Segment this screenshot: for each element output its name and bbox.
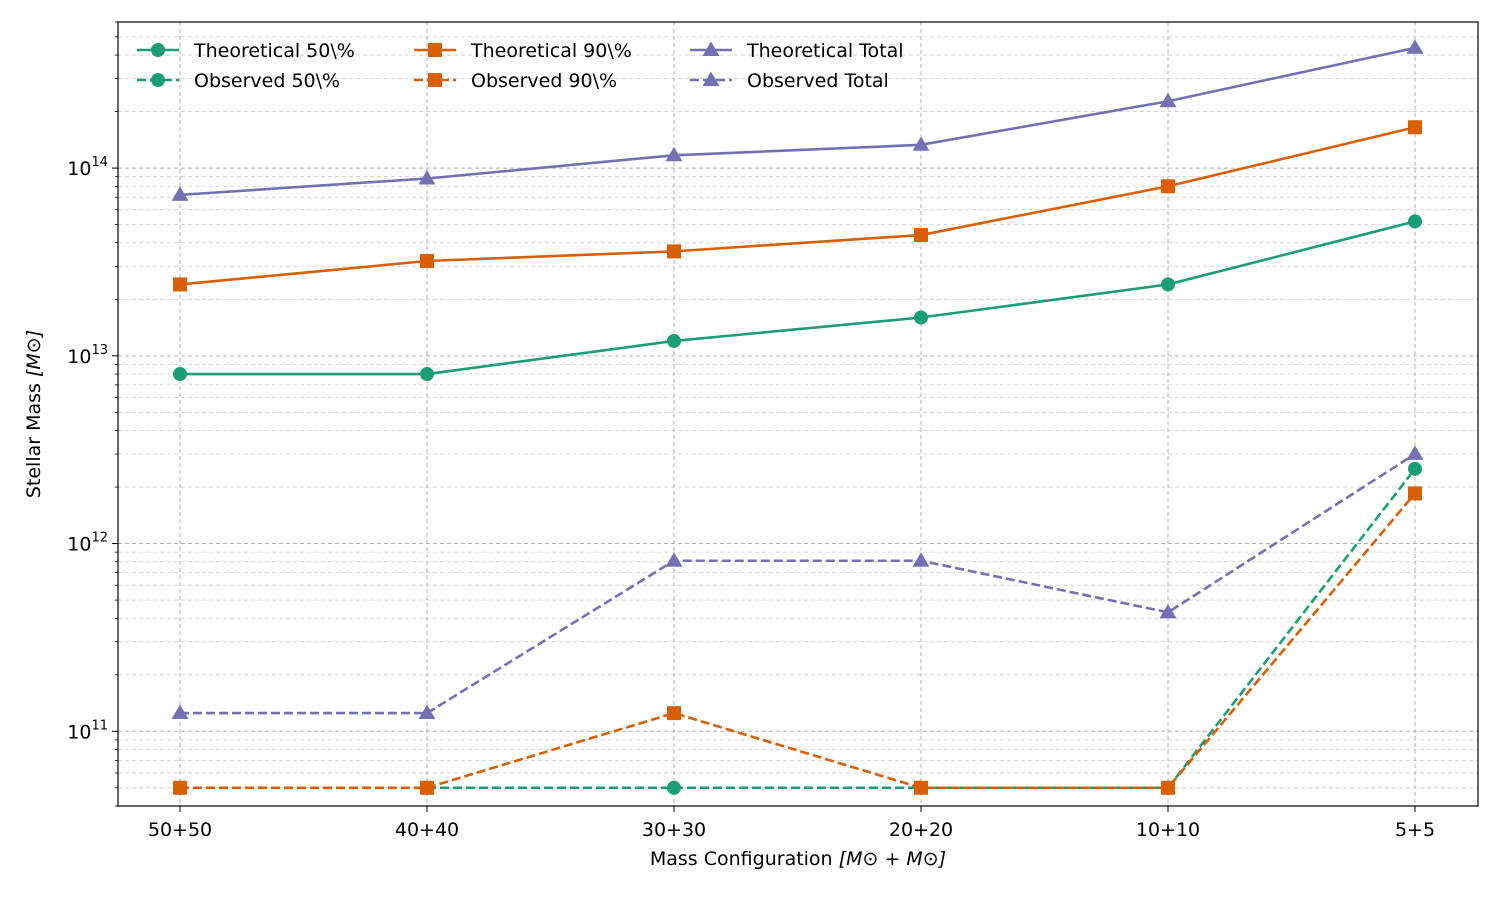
- x-axis-label: Mass Configuration [M⊙ + M⊙]: [650, 848, 946, 870]
- series-5: [171, 445, 1424, 720]
- series-3: [173, 486, 1422, 795]
- y-axis-ticks: 1011 1012 1013 1014: [67, 21, 118, 807]
- data-point: [173, 780, 187, 795]
- grid: [118, 21, 1478, 807]
- data-point: [1161, 179, 1175, 194]
- data-point: [667, 706, 681, 721]
- series-4: [171, 39, 1424, 201]
- legend-label: Theoretical 90\%: [470, 40, 632, 62]
- x-tick-label: 5+5: [1395, 819, 1435, 841]
- series-2: [173, 120, 1422, 292]
- legend-label: Observed 50\%: [194, 70, 340, 92]
- x-axis-ticks: 50+50 40+40 30+30 20+20 10+10 5+5: [148, 806, 1435, 841]
- data-point: [1408, 486, 1422, 501]
- x-tick-label: 20+20: [889, 819, 953, 841]
- data-point: [914, 310, 928, 325]
- legend-entry: Theoretical 50\%: [137, 40, 355, 62]
- series-line: [180, 220, 1416, 376]
- data-point: [173, 277, 187, 292]
- legend-label: Theoretical Total: [746, 40, 904, 62]
- data-point: [173, 367, 187, 382]
- data-point: [1408, 461, 1422, 476]
- data-point: [1408, 214, 1422, 229]
- data-point: [1408, 120, 1422, 135]
- y-tick-label: 1013: [67, 343, 108, 368]
- legend-marker: [428, 43, 442, 57]
- data-point: [1159, 603, 1177, 619]
- legend-entry: Observed 50\%: [137, 70, 340, 92]
- x-tick-label: 50+50: [148, 819, 212, 841]
- series-line: [180, 468, 1417, 790]
- data-point: [665, 146, 683, 162]
- data-point: [171, 186, 189, 201]
- data-point: [1161, 277, 1175, 292]
- legend-marker: [702, 41, 720, 56]
- legend-marker: [702, 71, 720, 86]
- legend-label: Observed 90\%: [471, 70, 617, 92]
- data-point: [665, 552, 683, 567]
- data-point: [914, 780, 928, 795]
- data-point: [420, 253, 434, 268]
- data-point: [1161, 780, 1175, 795]
- x-tick-label: 30+30: [642, 819, 706, 841]
- data-point: [912, 136, 930, 151]
- legend-marker: [428, 73, 442, 87]
- y-tick-label: 1012: [67, 531, 108, 556]
- series-line: [180, 452, 1416, 715]
- series-line: [180, 492, 1416, 790]
- legend-marker: [151, 43, 165, 57]
- data-point: [418, 704, 436, 720]
- data-point: [912, 552, 930, 567]
- data-point: [1159, 92, 1177, 108]
- data-point: [1406, 39, 1424, 54]
- legend: Theoretical 50\% Observed 50\% Theoretical…: [137, 40, 904, 92]
- data-point: [667, 780, 681, 795]
- legend-entry: Theoretical 90\%: [414, 40, 632, 62]
- legend-entry: Theoretical Total: [690, 40, 904, 62]
- data-point: [667, 244, 681, 259]
- plot-frame: [117, 21, 1479, 807]
- y-tick-label: 1011: [67, 718, 108, 743]
- legend-label: Theoretical 50\%: [193, 40, 355, 62]
- series-layer: [171, 39, 1424, 795]
- data-point: [1406, 445, 1424, 460]
- series-line: [179, 46, 1416, 197]
- y-axis-label: Stellar Mass [M⊙]: [23, 330, 45, 498]
- data-point: [420, 780, 434, 795]
- y-tick-label: 1014: [67, 155, 108, 180]
- series-line: [179, 125, 1416, 286]
- data-point: [914, 228, 928, 243]
- data-point: [667, 333, 681, 348]
- data-point: [418, 170, 436, 185]
- x-tick-label: 40+40: [395, 819, 459, 841]
- legend-label: Observed Total: [747, 70, 889, 92]
- series-1: [173, 461, 1422, 795]
- series-0: [173, 214, 1422, 382]
- data-point: [171, 704, 189, 720]
- legend-entry: Observed Total: [690, 70, 889, 92]
- data-point: [420, 367, 434, 382]
- x-tick-label: 10+10: [1136, 819, 1200, 841]
- legend-entry: Observed 90\%: [414, 70, 617, 92]
- legend-marker: [151, 73, 165, 87]
